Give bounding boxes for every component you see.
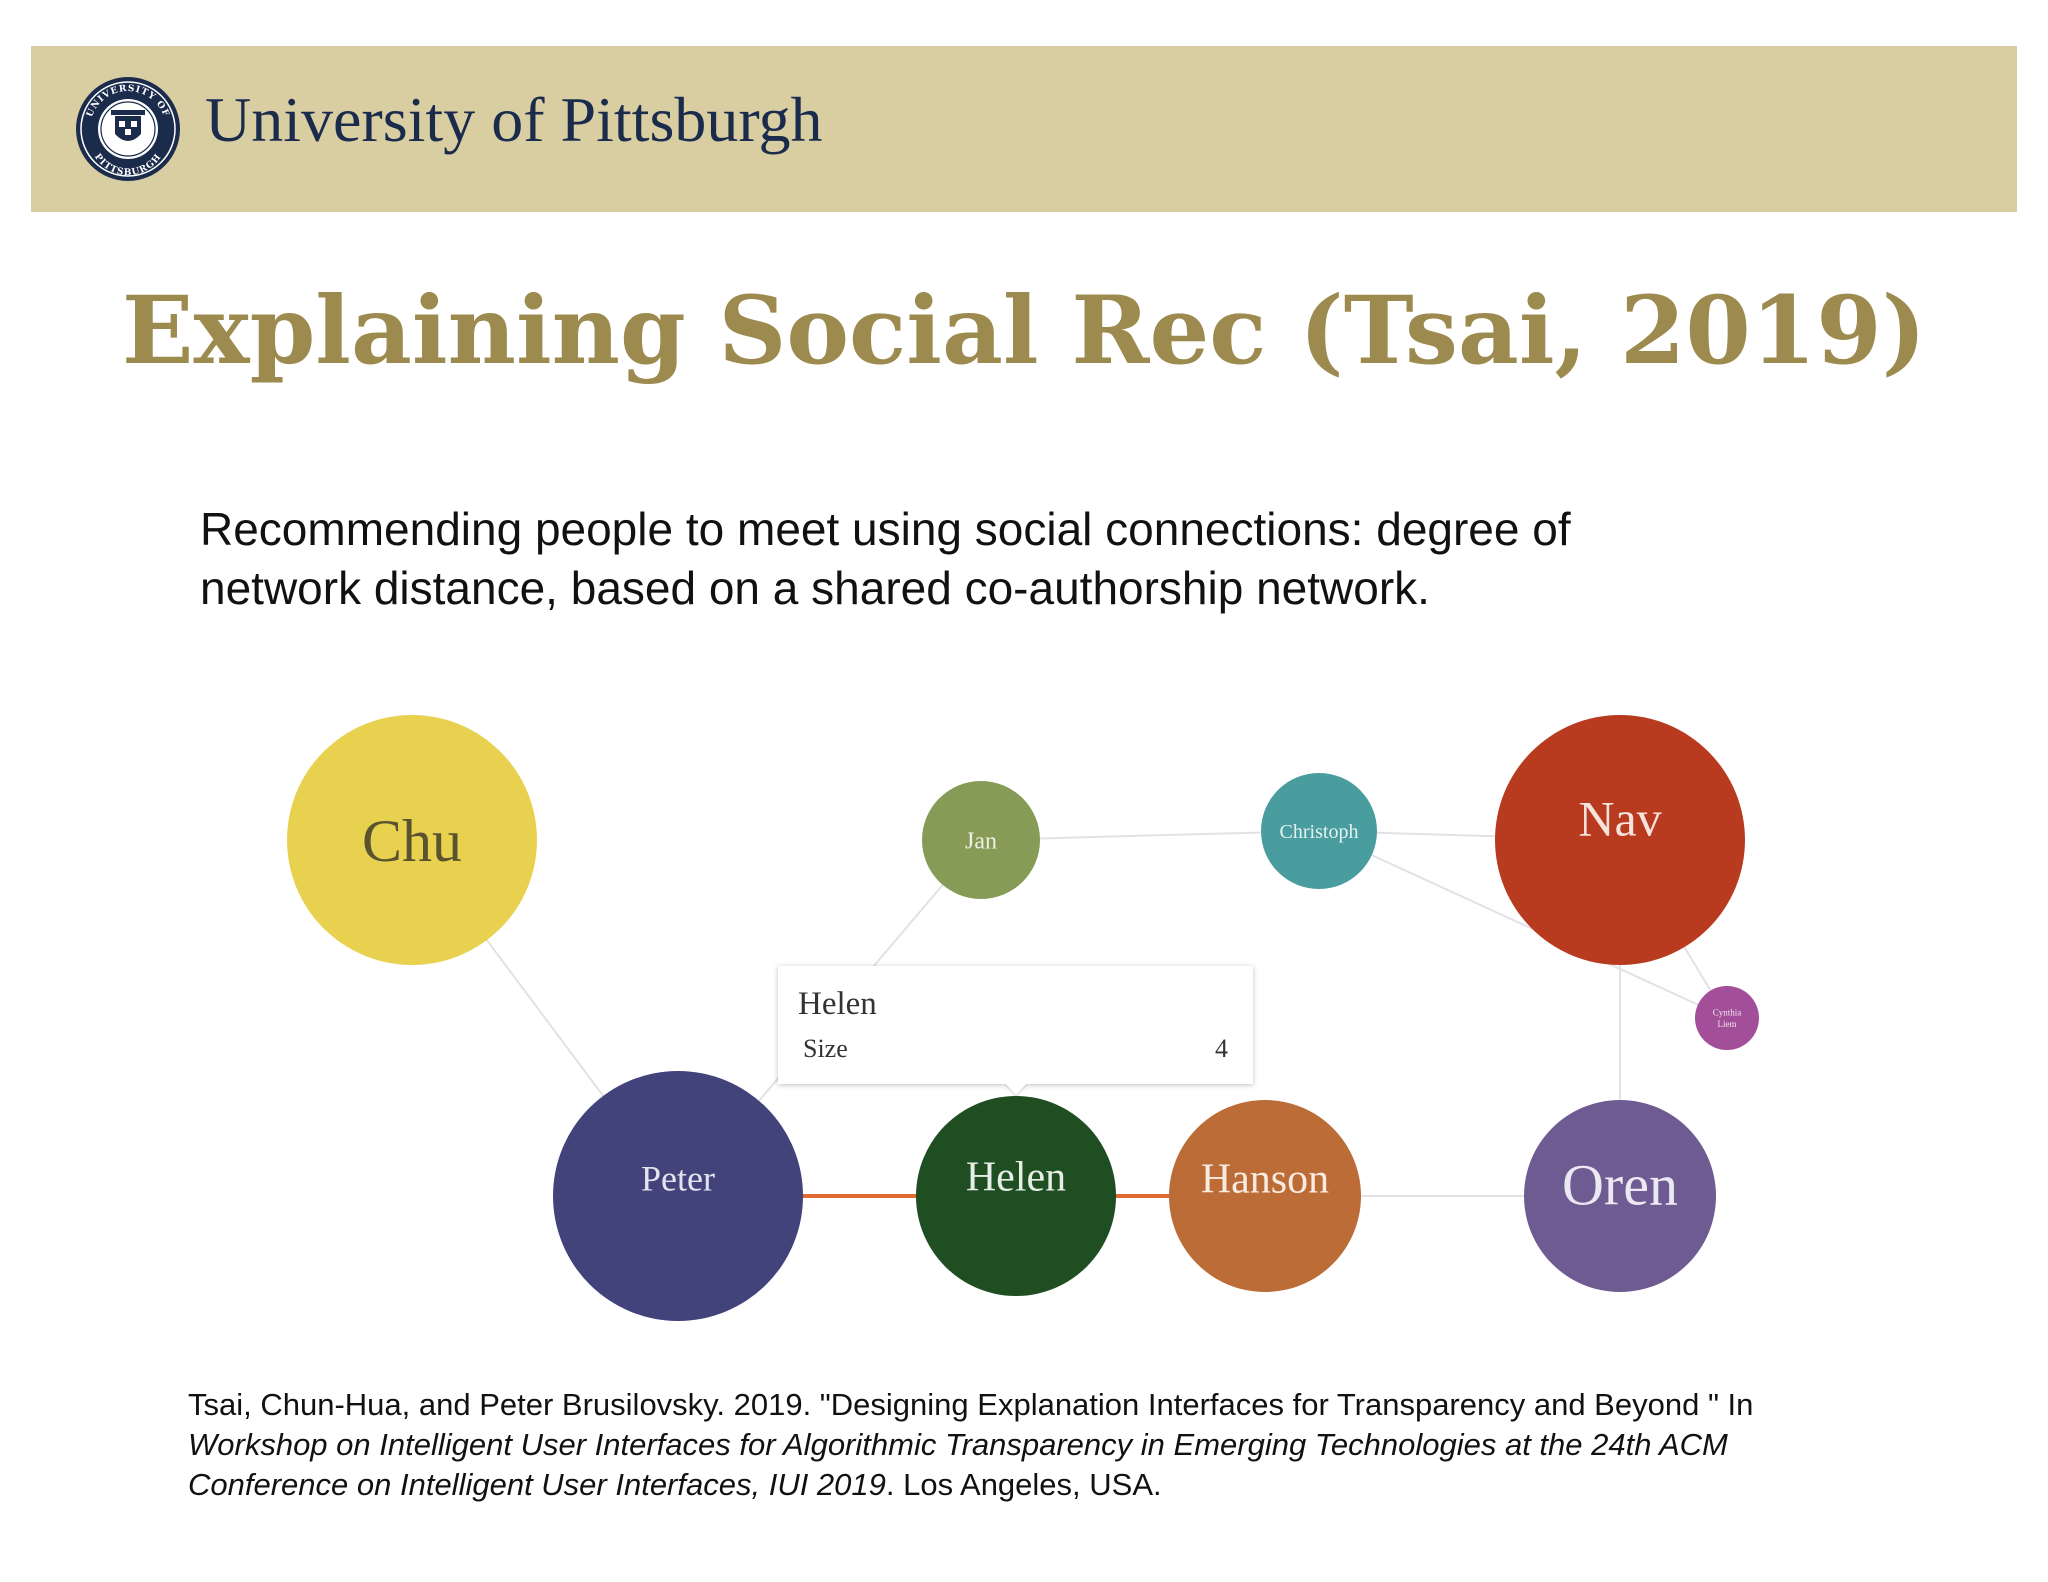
node-jan[interactable]: Jan <box>922 781 1040 899</box>
node-chu-label: Chu <box>362 808 462 874</box>
node-cynthia-label: Cynthia Liem <box>1713 1008 1742 1029</box>
node-peter-label: Peter <box>641 1159 715 1199</box>
node-nav-label: Nav <box>1578 791 1661 847</box>
node-chu-circle[interactable] <box>287 715 537 965</box>
node-christoph-label: Christoph <box>1280 821 1359 843</box>
node-tooltip: Helen Size 4 <box>778 966 1253 1084</box>
university-seal-logo: UNIVERSITY OF PITTSBURGH <box>76 77 180 181</box>
node-jan-circle[interactable] <box>922 781 1040 899</box>
network-graph: Chu Jan Christoph Nav Cynthia Liem Peter Helen H… <box>270 690 1780 1340</box>
university-name: University of Pittsburgh <box>205 84 823 155</box>
citation: Tsai, Chun-Hua, and Peter Brusilovsky. 2… <box>188 1385 1888 1505</box>
node-hanson-circle[interactable] <box>1169 1100 1361 1292</box>
tooltip-key: Size <box>803 1034 848 1063</box>
node-christoph[interactable]: Christoph <box>1261 773 1377 889</box>
node-nav-circle[interactable] <box>1495 715 1745 965</box>
node-helen[interactable]: Helen <box>916 1096 1116 1296</box>
tooltip-value: 4 <box>1215 1034 1228 1063</box>
node-nav[interactable]: Nav <box>1495 715 1745 965</box>
node-helen-label: Helen <box>966 1155 1066 1201</box>
node-chu[interactable]: Chu <box>287 715 537 965</box>
intro-text: Recommending people to meet using social… <box>200 503 1571 614</box>
edge-christoph-cynthia <box>1318 830 1728 1019</box>
node-oren[interactable]: Oren <box>1524 1100 1716 1292</box>
citation-authors: Tsai, Chun-Hua, and Peter Brusilovsky. 2… <box>188 1387 1754 1422</box>
node-jan-label: Jan <box>965 828 997 854</box>
tooltip-arrow <box>1005 1083 1027 1095</box>
node-christoph-circle[interactable] <box>1261 773 1377 889</box>
node-cynthia-circle[interactable] <box>1695 986 1759 1050</box>
node-peter[interactable]: Peter <box>553 1071 803 1321</box>
citation-location: . Los Angeles, USA. <box>885 1467 1162 1502</box>
slide-title: Explaining Social Rec (Tsai, 2019) <box>121 276 1927 386</box>
citation-venue: Workshop on Intelligent User Interfaces … <box>188 1427 1728 1502</box>
node-oren-circle[interactable] <box>1524 1100 1716 1292</box>
node-hanson[interactable]: Hanson <box>1169 1100 1361 1292</box>
tooltip-title: Helen <box>798 986 877 1022</box>
node-peter-circle[interactable] <box>553 1071 803 1321</box>
header-bar <box>31 46 2017 212</box>
node-cynthia[interactable]: Cynthia Liem <box>1695 986 1759 1050</box>
node-hanson-label: Hanson <box>1201 1157 1329 1203</box>
node-helen-circle[interactable] <box>916 1096 1116 1296</box>
node-oren-label: Oren <box>1562 1152 1678 1217</box>
